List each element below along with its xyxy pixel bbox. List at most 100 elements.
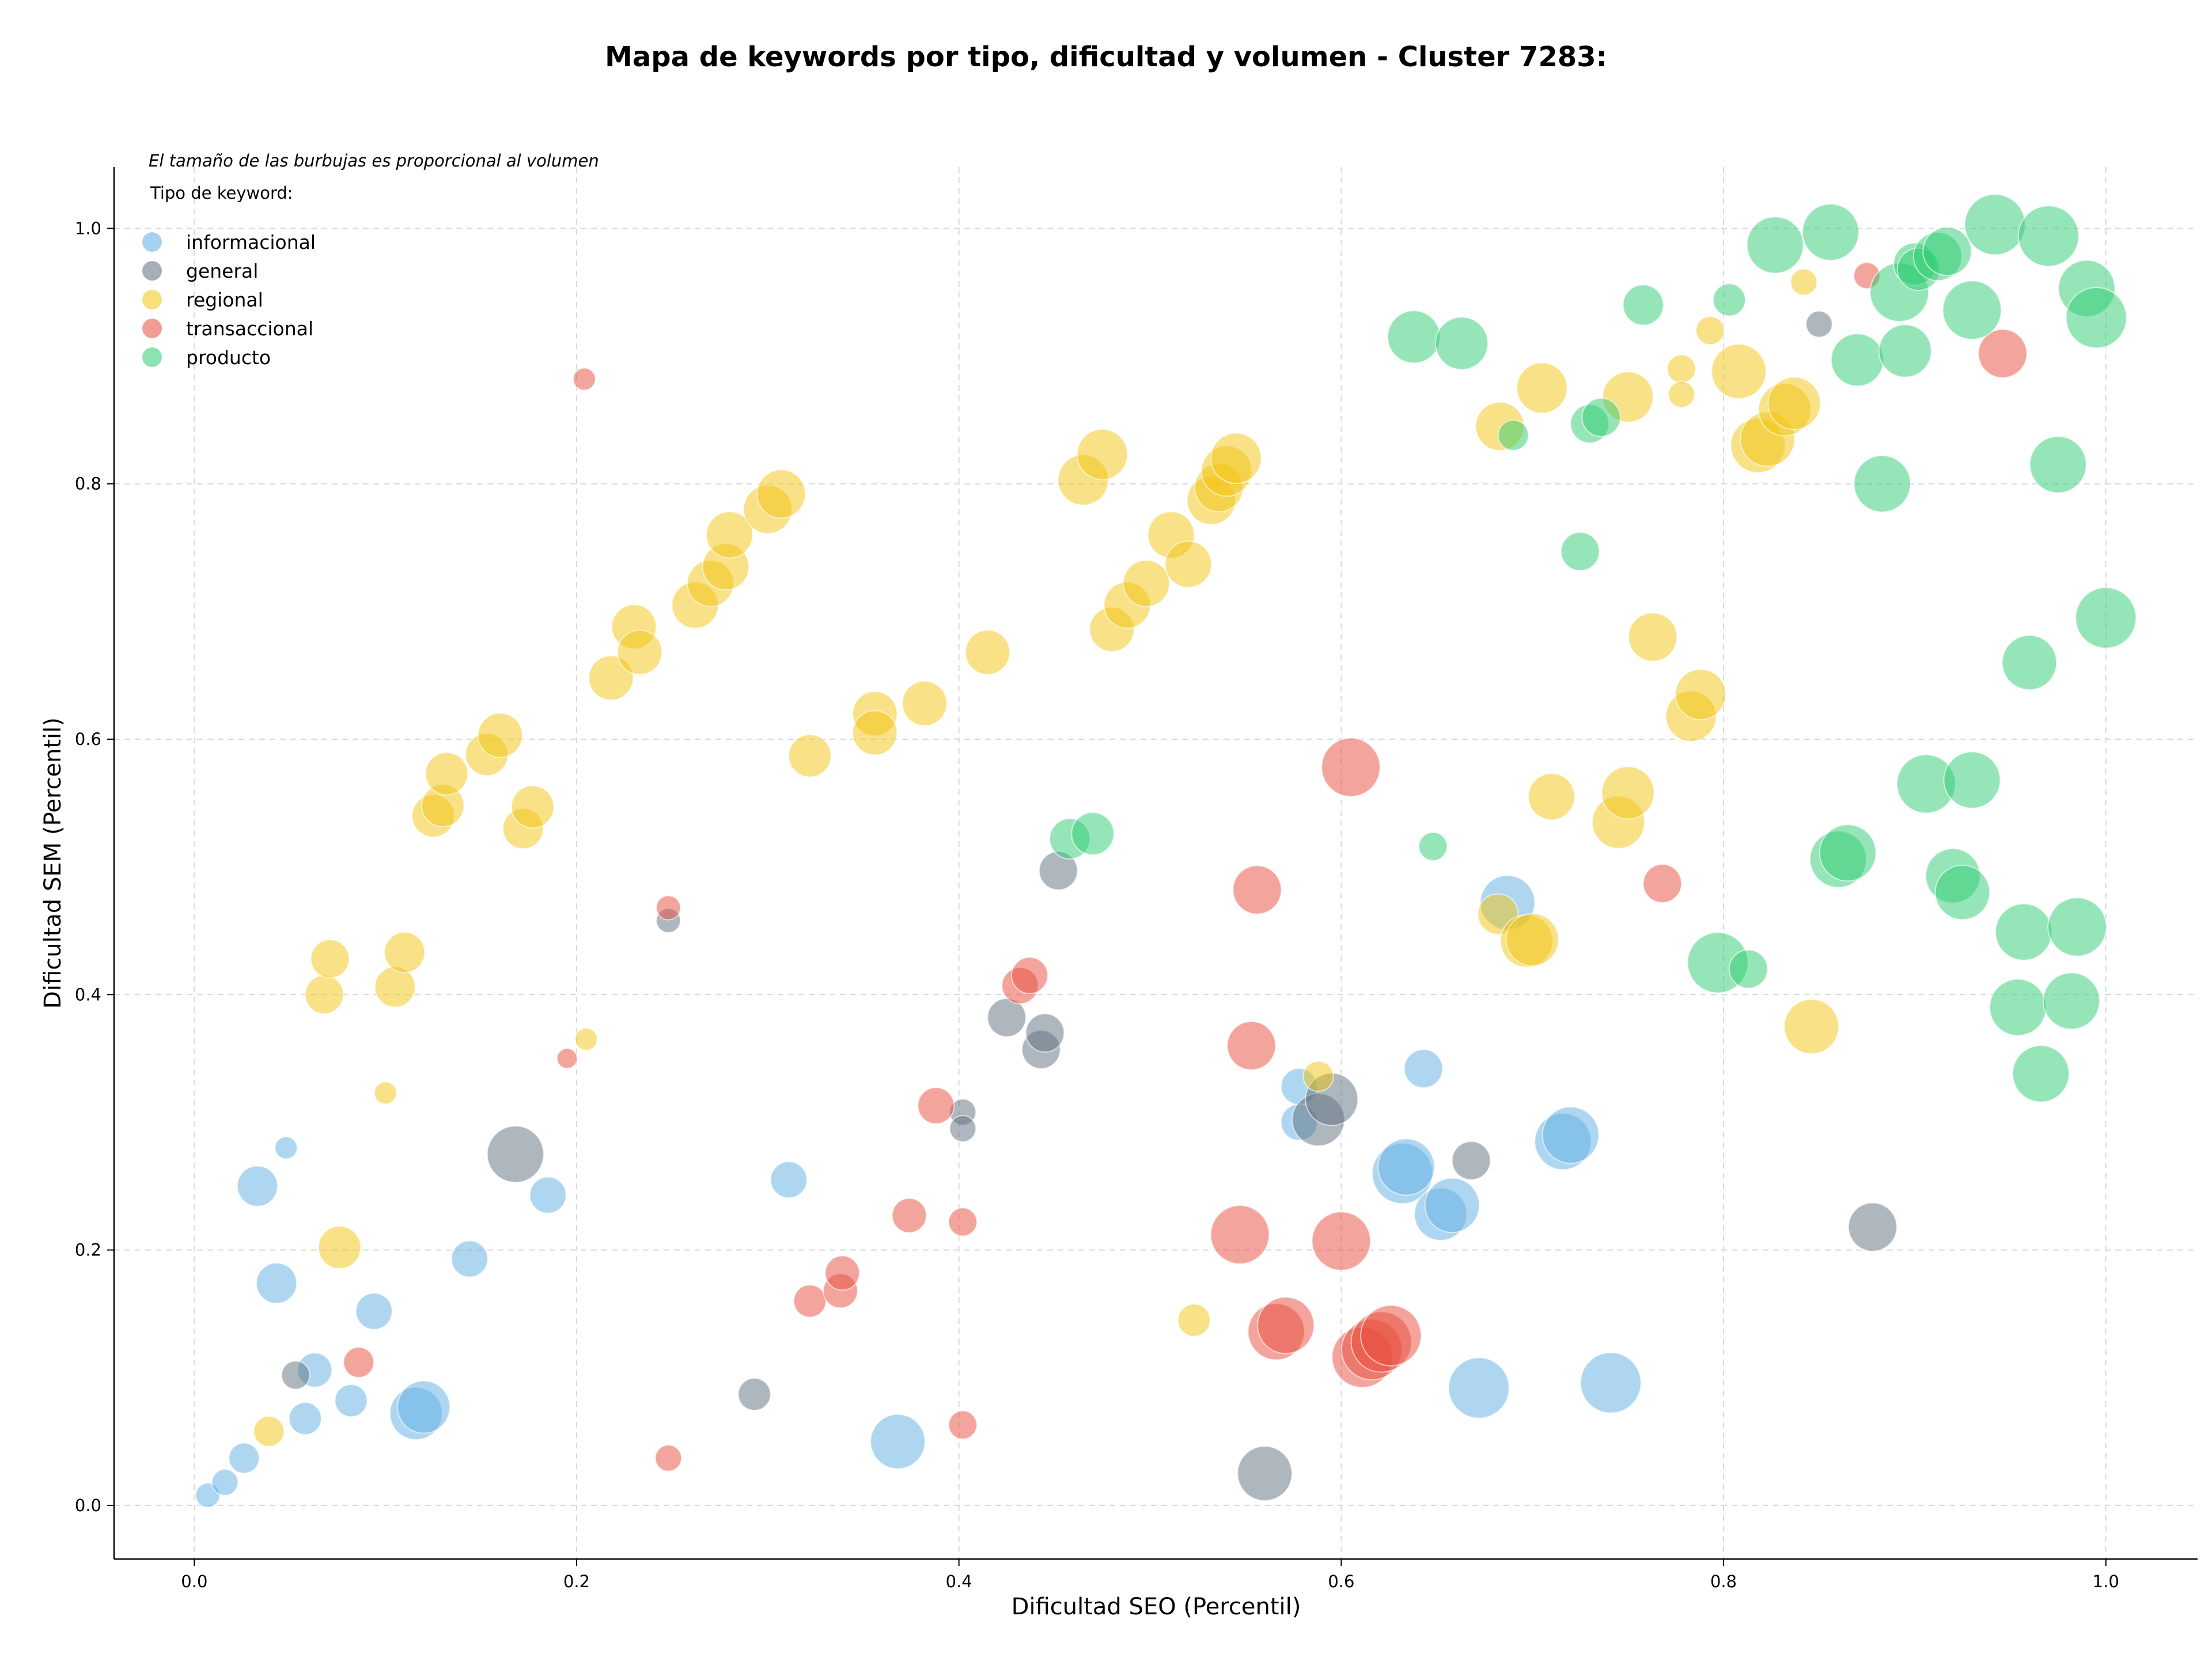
bubble-transaccional [556,1047,578,1069]
x-tick-label: 0.2 [563,1572,590,1591]
bubble-transaccional [793,1284,827,1318]
bubble-regional [756,469,806,519]
bubble-producto [1995,903,2053,961]
bubble-producto [1434,316,1488,370]
legend-label-general: general [186,260,258,282]
legend-marker-informacional [142,232,162,252]
bubble-informacional [1448,1357,1510,1419]
legend-label-producto: producto [186,346,271,369]
legend-items: informacional general regional transacciona… [142,231,316,369]
bubble-regional [1711,343,1767,399]
bubble-transaccional [948,1410,978,1440]
bubble-regional [317,1225,362,1269]
x-tick-label: 0.8 [1710,1572,1737,1591]
bubble-producto [2029,436,2087,494]
bubble-informacional [450,1240,488,1278]
bubble-producto [2075,587,2137,649]
bubble-regional [964,629,1010,675]
axes [113,167,2198,1560]
bubble-transaccional [654,1444,683,1472]
bubble-producto [1581,398,1621,437]
bubble-producto [1622,284,1664,326]
bubble-regional [1601,766,1655,820]
bubble-informacional [334,1384,368,1418]
bubble-producto [1942,280,2002,340]
bubble-informacional [1377,1138,1435,1196]
bubble-regional [588,655,634,701]
bubble-general [949,1115,977,1142]
bubble-producto [2017,205,2080,267]
bubble-transaccional [1642,864,1683,903]
bubble-producto [1878,324,1932,378]
bubble-informacional [870,1413,926,1470]
bubble-informacional [228,1442,260,1474]
y-axis-label: Dificultad SEM (Percentil) [40,717,66,1009]
bubble-general [1237,1446,1293,1501]
bubble-general [486,1125,544,1183]
bubble-regional [1516,362,1568,414]
bubble-transaccional [917,1087,955,1125]
bubble-producto [1728,949,1768,989]
legend: El tamaño de las burbujas es proporciona… [142,151,599,369]
bubble-producto [1989,978,2047,1036]
bubble-regional [617,629,663,675]
legend-marker-general [142,261,162,281]
bubble-regional [1628,612,1678,662]
bubble-regional [1505,913,1559,967]
grid-lines [114,167,2198,1559]
bubble-regional [510,785,555,829]
legend-marker-producto [142,347,162,367]
bubble-informacional [236,1165,278,1207]
bubble-transaccional [1232,865,1282,915]
bubble-general [737,1378,771,1412]
bubble-general [1451,1141,1491,1181]
bubble-regional [384,932,426,974]
bubble-regional [1528,773,1575,820]
bubble-regional [706,511,753,559]
bubble-producto [1746,216,1804,274]
x-tick-label: 0.6 [1328,1572,1354,1591]
bubble-informacional [1580,1352,1642,1414]
bubble-producto [2042,972,2100,1030]
x-tick-label: 1.0 [2093,1572,2119,1591]
bubble-regional [253,1416,285,1447]
bubble-transaccional [343,1346,374,1378]
legend-marker-regional [142,290,162,309]
y-tick-label: 0.4 [75,985,101,1004]
axis-ticks: 0.0 0.2 0.4 0.6 0.8 1.0 0.0 0.2 0.4 0.6 0.8 1.0 [75,218,2119,1591]
x-tick-label: 0.0 [181,1572,207,1591]
bubble-producto [1943,751,2001,809]
y-tick-label: 0.8 [75,474,101,494]
bubble-regional [373,1081,397,1105]
bubble-producto [1801,203,1859,262]
chart-title: Mapa de keywords por tipo, dificultad y … [605,41,1607,73]
bubble-producto [1934,864,1991,921]
bubble-producto [1071,812,1115,856]
series-general [281,310,1897,1501]
bubble-regional [1076,428,1128,480]
legend-label-informacional: informacional [186,231,316,253]
bubble-regional [1790,268,1818,296]
series-producto [1049,194,2137,1103]
bubble-regional [574,1027,598,1051]
bubble-regional [788,734,832,778]
bubble-general [1847,1202,1897,1252]
bubble-transaccional [1311,1211,1372,1271]
bubble-transaccional [1010,956,1048,994]
legend-marker-transaccional [142,319,162,338]
bubble-regional [902,680,948,727]
bubble-regional [1164,540,1213,588]
bubble-producto [2065,287,2127,349]
bubble-producto [1853,455,1911,513]
bubble-regional [1666,354,1696,384]
bubble-general [281,1360,310,1390]
bubble-producto [1830,333,1884,387]
bubble-informacional [274,1136,298,1160]
bubble-transaccional [1226,1020,1277,1070]
bubble-regional [1767,376,1821,430]
bubbles-layer [195,194,2137,1508]
bubble-producto [1418,831,1448,861]
series-transaccional [343,262,2028,1472]
bubble-producto [1497,419,1529,451]
